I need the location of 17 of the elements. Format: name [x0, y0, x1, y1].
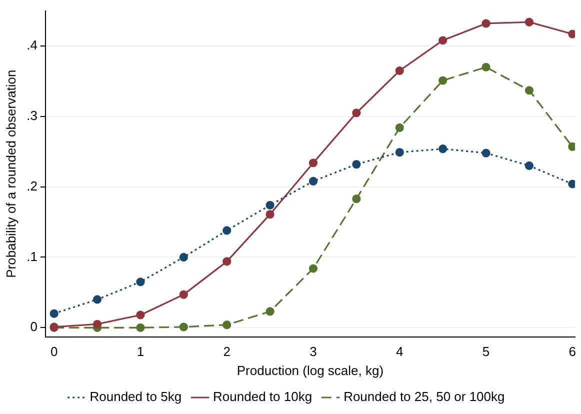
x-tick-label: 4 — [396, 344, 404, 360]
legend-label: Rounded to 25, 50 or 100kg — [344, 389, 505, 404]
legend-label: Rounded to 10kg — [213, 389, 312, 404]
legend-label: Rounded to 5kg — [90, 389, 182, 404]
y-tick-label: 0 — [30, 319, 38, 334]
y-tick-label: .2 — [26, 178, 38, 194]
y-axis-title: Probability of a rounded observation — [3, 70, 18, 278]
x-tick-label: 3 — [310, 344, 317, 360]
x-tick-label: 0 — [50, 344, 58, 360]
x-axis-title: Production (log scale, kg) — [236, 362, 384, 378]
x-tick-label: 2 — [223, 344, 230, 360]
x-tick-label: 5 — [482, 344, 490, 360]
x-tick-label: 6 — [568, 344, 576, 360]
y-tick-label: .1 — [26, 248, 38, 264]
y-tick-label: .3 — [26, 108, 38, 123]
y-tick-label: .4 — [26, 38, 38, 53]
x-tick-label: 1 — [136, 344, 144, 360]
